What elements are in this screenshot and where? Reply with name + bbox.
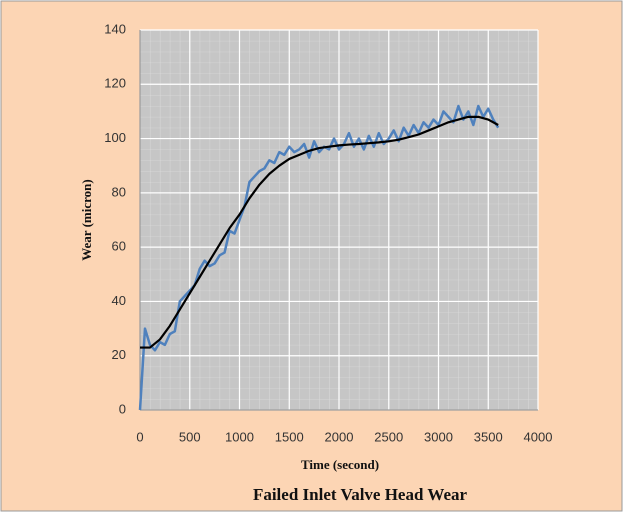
- y-axis-title: Wear (micron): [79, 179, 94, 260]
- x-tick-label: 3500: [474, 429, 503, 444]
- x-axis-title: Time (second): [301, 457, 379, 472]
- x-tick-label: 2000: [325, 429, 354, 444]
- series-line: [140, 115, 499, 349]
- x-tick-label: 500: [179, 429, 201, 444]
- x-tick-label: 3000: [424, 429, 453, 444]
- x-tick-label: 2500: [374, 429, 403, 444]
- y-tick-label: 60: [112, 239, 126, 254]
- chart-title: Failed Inlet Valve Head Wear: [253, 485, 468, 504]
- y-tick-label: 140: [104, 21, 126, 36]
- x-tick-label: 4000: [524, 429, 553, 444]
- x-tick-label: 0: [136, 429, 143, 444]
- x-tick-label: 1000: [225, 429, 254, 444]
- y-tick-label: 100: [104, 130, 126, 145]
- y-tick-label: 120: [104, 76, 126, 91]
- y-tick-label: 80: [112, 184, 126, 199]
- x-tick-label: 1500: [275, 429, 304, 444]
- y-tick-label: 20: [112, 347, 126, 362]
- y-tick-label: 40: [112, 293, 126, 308]
- y-tick-label: 0: [119, 401, 126, 416]
- series-line: [138, 104, 500, 411]
